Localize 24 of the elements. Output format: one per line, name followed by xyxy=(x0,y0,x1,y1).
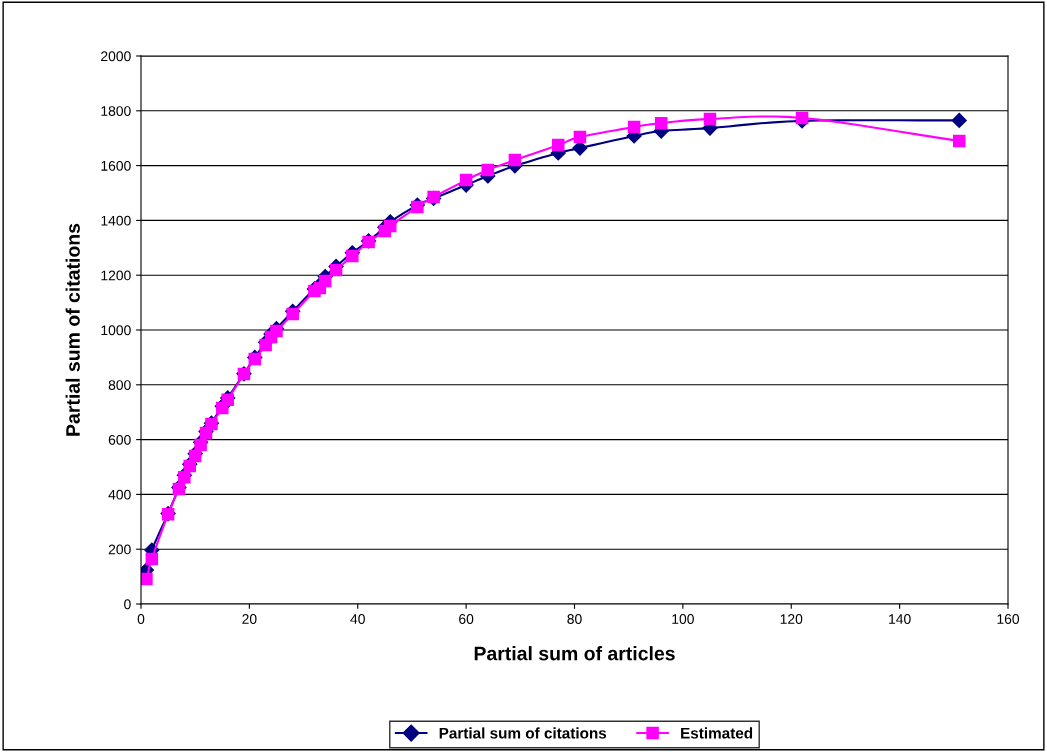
y-tick-label: 1800 xyxy=(101,106,131,116)
y-axis-title: Partial sum of citations xyxy=(65,223,80,436)
y-tick-label: 2000 xyxy=(101,51,131,62)
legend-label: Partial sum of citations xyxy=(439,727,607,739)
legend-label: Estimated xyxy=(681,727,753,739)
x-tick-label: 140 xyxy=(889,614,911,624)
y-tick-label: 1200 xyxy=(101,270,131,281)
y-tick-label: 1000 xyxy=(101,325,131,336)
x-tick-label: 120 xyxy=(780,614,803,624)
x-tick-label: 40 xyxy=(350,614,365,624)
x-tick-label: 60 xyxy=(459,614,474,624)
y-tick-label: 0 xyxy=(124,599,131,610)
y-tick-label: 200 xyxy=(108,544,131,555)
y-tick-label: 1600 xyxy=(101,160,131,171)
x-tick-label: 20 xyxy=(242,614,257,624)
y-tick-label: 1400 xyxy=(101,215,131,226)
x-tick-label: 100 xyxy=(672,614,694,624)
y-tick-label: 600 xyxy=(108,434,131,445)
y-tick-label: 400 xyxy=(108,489,131,500)
x-axis-title: Partial sum of articles xyxy=(474,646,675,661)
y-tick-label: 800 xyxy=(108,380,131,390)
x-tick-label: 80 xyxy=(567,614,582,624)
x-tick-label: 0 xyxy=(137,614,145,624)
x-tick-label: 160 xyxy=(997,614,1020,624)
